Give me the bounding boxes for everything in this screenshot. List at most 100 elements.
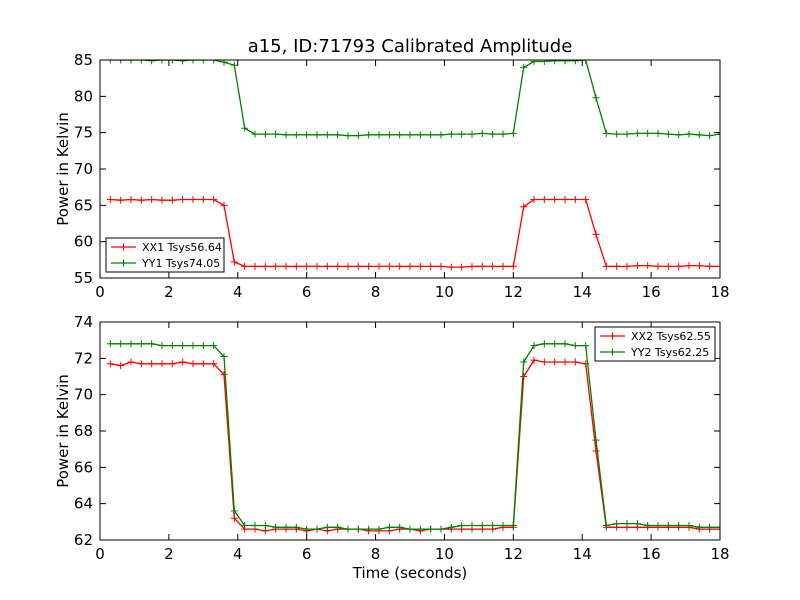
xx1-data-point — [427, 262, 435, 270]
yy1-data-point — [509, 129, 517, 137]
yy1-data-point — [158, 60, 166, 64]
yy1-data-point — [489, 130, 497, 138]
yy1-series-line — [110, 60, 720, 137]
x-axis-label: Time (seconds) — [352, 564, 468, 582]
xx1-data-point — [633, 262, 641, 270]
top-y-tick-label: 70 — [74, 160, 93, 178]
xx1-data-point — [530, 196, 538, 204]
yy2-data-point — [509, 521, 517, 529]
top-y-tick-label: 80 — [74, 87, 93, 105]
yy2-data-point — [613, 520, 621, 528]
yy1-data-point — [716, 130, 720, 138]
top-y-axis-label: Power in Kelvin — [54, 112, 72, 226]
xx1-data-point — [189, 196, 197, 204]
yy1-data-point — [468, 130, 476, 138]
yy2-data-point — [127, 340, 135, 348]
yy2-data-point — [251, 521, 259, 529]
yy2-data-point — [499, 521, 507, 529]
bottom-y-tick-label: 66 — [74, 458, 93, 476]
xx2-legend-label: XX2 Tsys62.55 — [631, 330, 711, 343]
xx1-data-point — [458, 263, 466, 271]
bottom-y-tick-label: 62 — [74, 531, 93, 549]
yy1-data-point — [230, 61, 238, 69]
yy1-data-point — [695, 131, 703, 139]
xx1-data-point — [582, 196, 590, 204]
bottom-y-tick-label: 68 — [74, 422, 93, 440]
yy1-data-point — [385, 131, 393, 139]
yy1-data-point — [375, 131, 383, 139]
xx1-data-point — [148, 196, 156, 204]
yy1-data-point — [478, 129, 486, 137]
yy1-data-point — [117, 60, 125, 64]
yy1-data-point — [654, 129, 662, 137]
bottom-y-axis-label: Power in Kelvin — [54, 374, 72, 488]
top-x-tick-label: 14 — [573, 283, 592, 301]
xx1-data-point — [706, 262, 714, 270]
xx2-data-point — [106, 360, 114, 368]
yy1-data-point — [447, 130, 455, 138]
yy2-data-point — [540, 340, 548, 348]
yy2-data-point — [633, 520, 641, 528]
top-x-tick-label: 0 — [95, 283, 105, 301]
xx1-legend-swatch — [111, 243, 136, 251]
xx2-data-point — [571, 358, 579, 366]
yy2-data-point — [303, 525, 311, 533]
yy2-data-point — [210, 342, 218, 350]
xx1-data-point — [261, 262, 269, 270]
yy1-data-point — [675, 131, 683, 139]
xx1-data-point — [478, 262, 486, 270]
yy1-data-point — [313, 131, 321, 139]
xx1-data-point — [179, 196, 187, 204]
bottom-y-tick-label: 70 — [74, 386, 93, 404]
xx1-data-point — [592, 230, 600, 238]
xx1-data-point — [230, 258, 238, 266]
yy1-data-point — [582, 60, 590, 64]
xx1-data-point — [323, 262, 331, 270]
yy1-data-point — [210, 60, 218, 64]
xx1-data-point — [385, 262, 393, 270]
xx1-data-point — [272, 262, 280, 270]
yy1-data-point — [365, 131, 373, 139]
xx1-data-point — [654, 262, 662, 270]
xx1-data-point — [365, 262, 373, 270]
yy2-data-point — [685, 521, 693, 529]
bottom-x-tick-label: 10 — [435, 545, 454, 563]
bottom-x-tick-label: 12 — [504, 545, 523, 563]
yy1-data-point — [168, 60, 176, 64]
xx1-data-point — [313, 262, 321, 270]
xx1-data-point — [447, 263, 455, 271]
yy2-data-point — [675, 521, 683, 529]
top-x-tick-label: 12 — [504, 283, 523, 301]
xx2-data-point — [127, 358, 135, 366]
yy1-data-point — [520, 63, 528, 71]
yy2-data-point — [292, 523, 300, 531]
yy2-data-point — [478, 521, 486, 529]
xx1-data-point — [396, 262, 404, 270]
yy2-data-point — [158, 342, 166, 350]
bottom-x-tick-label: 2 — [164, 545, 174, 563]
bottom-legend: XX2 Tsys62.55 YY2 Tsys62.25 — [594, 326, 716, 362]
yy2-data-point — [468, 521, 476, 529]
yy2-data-point — [230, 507, 238, 515]
top-x-tick-label: 16 — [642, 283, 661, 301]
xx1-data-point — [685, 262, 693, 270]
xx2-series-line — [110, 359, 720, 532]
yy2-data-point — [354, 525, 362, 533]
xx2-data-point — [561, 358, 569, 366]
xx1-data-point — [695, 262, 703, 270]
xx2-legend-swatch — [600, 332, 625, 340]
yy2-data-point — [644, 521, 652, 529]
xx1-data-point — [303, 262, 311, 270]
xx2-data-point — [530, 356, 538, 364]
xx2-data-point — [592, 447, 600, 455]
yy1-data-point — [602, 129, 610, 137]
xx1-data-point — [489, 262, 497, 270]
yy1-data-point — [571, 60, 579, 65]
xx1-data-point — [282, 262, 290, 270]
bottom-x-tick-label: 0 — [95, 545, 105, 563]
xx1-data-point — [602, 262, 610, 270]
yy2-data-point — [592, 436, 600, 444]
yy1-legend-label: YY1 Tsys74.05 — [141, 257, 220, 270]
xx2-data-point — [520, 373, 528, 380]
